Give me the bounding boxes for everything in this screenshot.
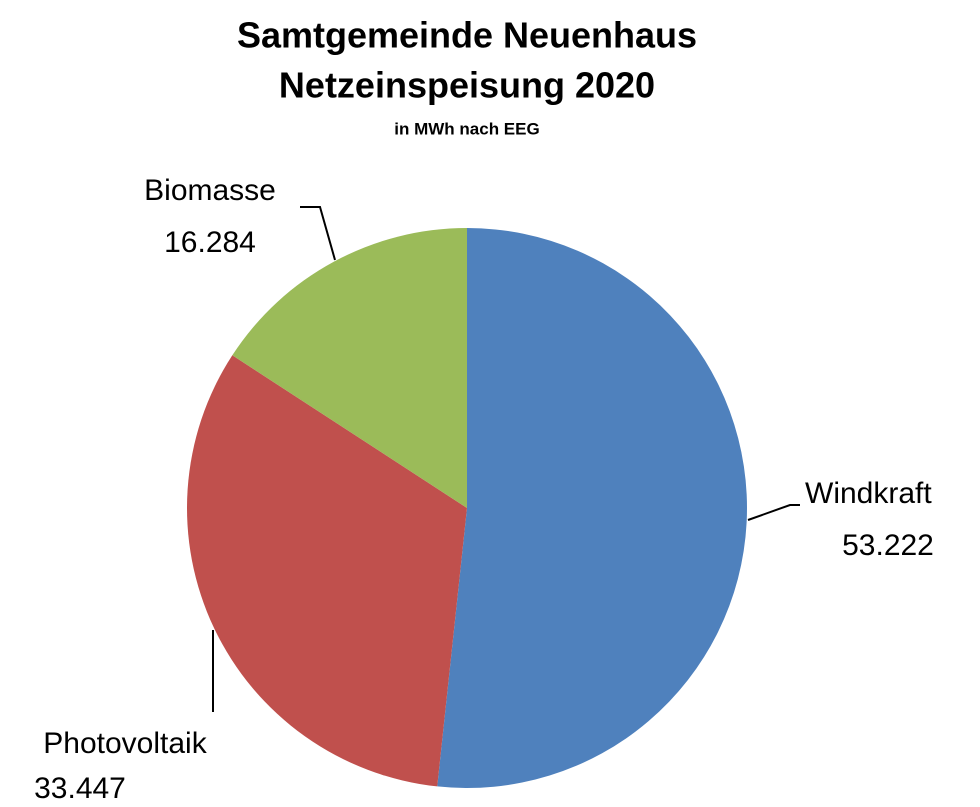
slice-label: Photovoltaik bbox=[43, 727, 207, 760]
leader-line bbox=[300, 206, 336, 261]
value-label: 53.222 bbox=[842, 529, 934, 562]
value-label: 16.284 bbox=[164, 226, 256, 259]
slice-label: Biomasse bbox=[144, 174, 276, 207]
value-label: 33.447 bbox=[34, 772, 126, 805]
leader-line bbox=[747, 504, 800, 521]
slice-label: Windkraft bbox=[805, 477, 932, 510]
chart-subtitle: Netzeinspeisung 2020 bbox=[279, 65, 655, 106]
pie-slice bbox=[186, 355, 467, 787]
pie-slice bbox=[437, 228, 748, 789]
chart-title: Samtgemeinde Neuenhaus bbox=[237, 15, 697, 56]
pie-slice bbox=[232, 228, 467, 508]
pie bbox=[186, 228, 748, 789]
chart-caption: in MWh nach EEG bbox=[394, 119, 539, 138]
